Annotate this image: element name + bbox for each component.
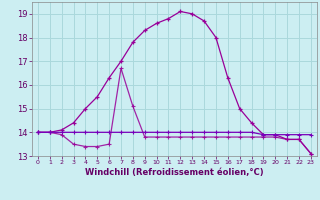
X-axis label: Windchill (Refroidissement éolien,°C): Windchill (Refroidissement éolien,°C) (85, 168, 264, 177)
